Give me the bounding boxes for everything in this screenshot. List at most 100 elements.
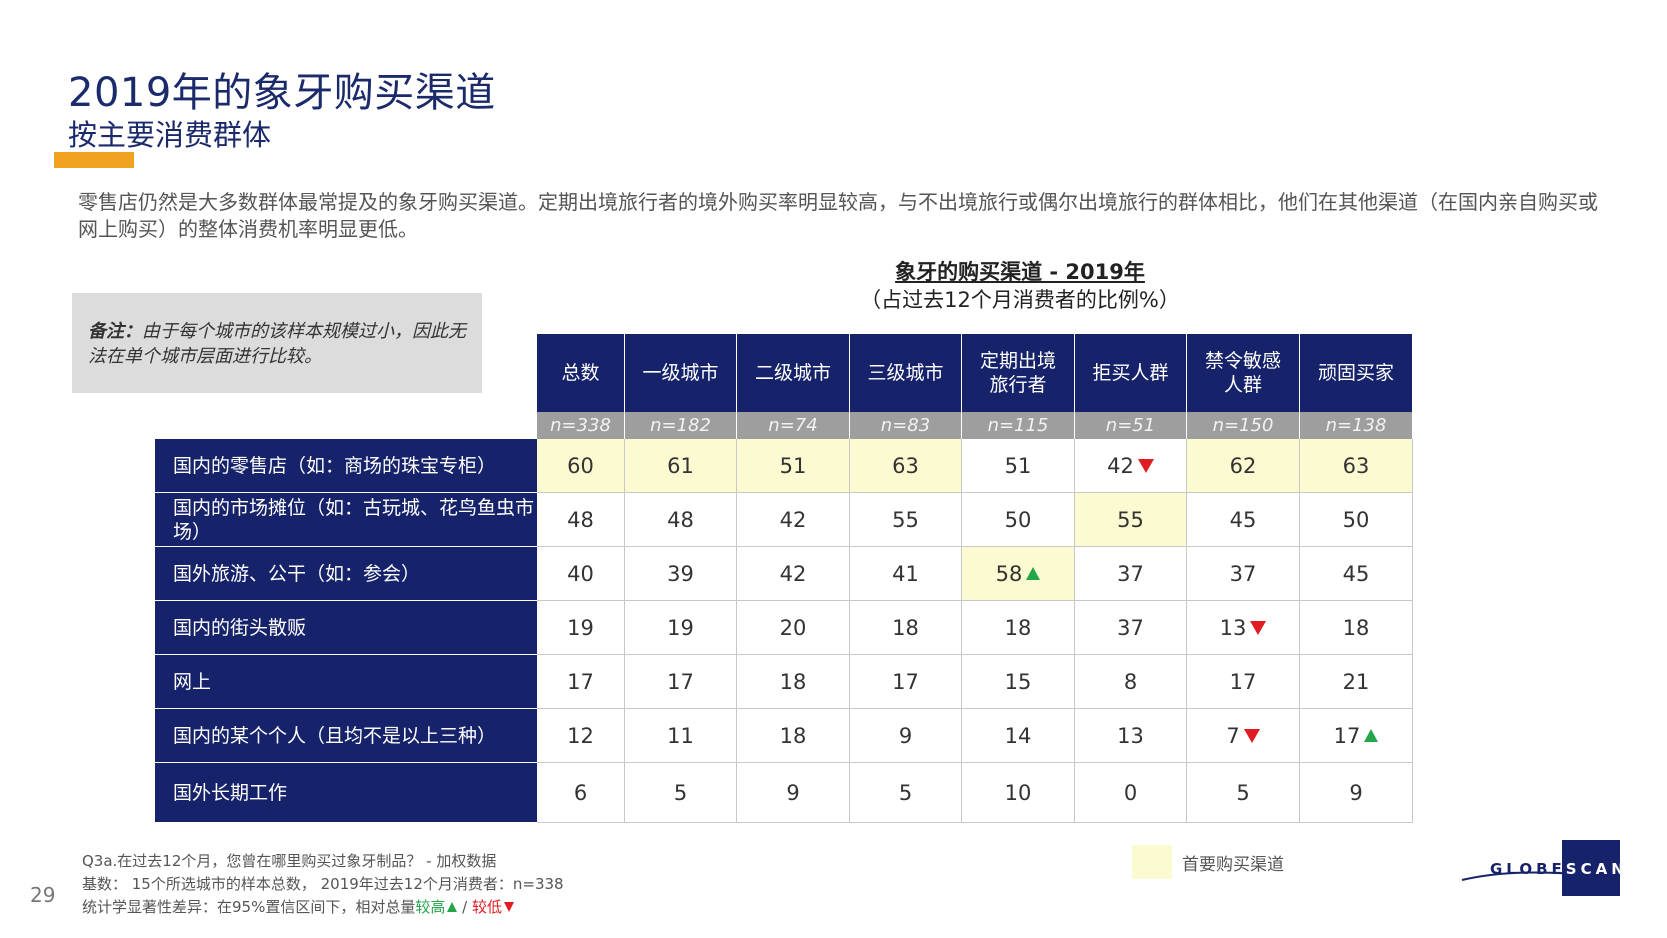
column-header-label: 总数 xyxy=(561,361,599,385)
down-arrow-icon xyxy=(503,902,514,912)
page-number: 29 xyxy=(30,883,56,907)
table-cell: 20 xyxy=(737,601,850,655)
table-cell: 40 xyxy=(537,547,625,601)
row-label-text: 国外长期工作 xyxy=(173,781,288,804)
table-cell: 18 xyxy=(850,601,962,655)
table-cell: 19 xyxy=(625,601,737,655)
slide-title: 2019年的象牙购买渠道 xyxy=(68,70,496,116)
footnote-sig-prefix: 统计学显著性差异：在95%置信区间下，相对总量 xyxy=(82,898,416,916)
table-cell: 50 xyxy=(1300,493,1413,547)
table-cell: 41 xyxy=(850,547,962,601)
sample-size: n=51 xyxy=(1075,412,1187,439)
cell-value: 9 xyxy=(898,723,913,748)
table-cell: 63 xyxy=(1300,439,1413,493)
column-header-line: 顽固买家 xyxy=(1317,362,1394,384)
cell-value: 48 xyxy=(667,507,694,532)
up-arrow-icon xyxy=(1364,729,1379,742)
column-header-line: 三级城市 xyxy=(867,362,944,384)
table-cell: 18 xyxy=(737,655,850,709)
column-header-label: 顽固买家 xyxy=(1318,361,1394,385)
cell-value: 18 xyxy=(1342,615,1370,640)
cell-value: 45 xyxy=(1229,507,1257,532)
row-label-text: 国内的某个个人（且均不是以上三种） xyxy=(173,724,497,747)
cell-value: 17 xyxy=(892,669,919,694)
column-header-line: 总数 xyxy=(561,362,600,384)
cell-value: 60 xyxy=(567,453,594,478)
row-label: 国外长期工作 xyxy=(155,763,537,823)
column-header: 总数 xyxy=(537,334,625,412)
cell-value: 0 xyxy=(1123,780,1138,805)
cell-value: 18 xyxy=(1004,615,1032,640)
column-header-line: 拒买人群 xyxy=(1092,362,1169,384)
table-cell: 21 xyxy=(1300,655,1413,709)
cell-value: 63 xyxy=(892,453,919,478)
cell-value: 19 xyxy=(567,615,594,640)
cell-value: 9 xyxy=(786,780,800,805)
column-header-line: 禁令敏感 xyxy=(1204,350,1281,372)
table-cell: 58 xyxy=(962,547,1075,601)
up-arrow-icon xyxy=(447,902,458,912)
table-cell: 48 xyxy=(625,493,737,547)
cell-value: 15 xyxy=(1004,669,1032,694)
note-text: 备注：由于每个城市的该样本规模过小，因此无法在单个城市层面进行比较。 xyxy=(88,319,468,369)
table-cell: 18 xyxy=(1300,601,1413,655)
logo-swoosh-icon xyxy=(1461,871,1617,881)
cell-value: 51 xyxy=(779,453,807,478)
table-cell: 51 xyxy=(962,439,1075,493)
cell-value: 37 xyxy=(1117,561,1144,586)
logo-text-a: GLOBE xyxy=(1490,860,1566,878)
cell-value: 7 xyxy=(1226,723,1240,748)
cell-value: 51 xyxy=(1004,453,1032,478)
column-header-label: 拒买人群 xyxy=(1092,361,1168,385)
sample-size: n=138 xyxy=(1300,412,1413,439)
note-body: 由于每个城市的该样本规模过小，因此无法在单个城市层面进行比较。 xyxy=(88,321,466,367)
row-label-text: 国内的街头散贩 xyxy=(173,616,307,639)
cell-value: 63 xyxy=(1342,453,1370,478)
cell-value: 37 xyxy=(1229,561,1257,586)
table-cell: 42 xyxy=(737,547,850,601)
cell-value: 19 xyxy=(667,615,694,640)
cell-value: 12 xyxy=(567,723,594,748)
cell-value: 58 xyxy=(995,561,1023,586)
footnote-question: Q3a.在过去12个月，您曾在哪里购买过象牙制品？ - 加权数据 xyxy=(82,852,497,870)
sample-size: n=74 xyxy=(737,412,850,439)
column-header-label: 三级城市 xyxy=(867,361,943,385)
sample-size: n=150 xyxy=(1187,412,1300,439)
table-cell: 61 xyxy=(625,439,737,493)
table-cell: 45 xyxy=(1300,547,1413,601)
column-header: 二级城市 xyxy=(737,334,850,412)
column-header-line: 一级城市 xyxy=(642,362,719,384)
row-label-text: 国内的市场摊位（如：古玩城、花鸟鱼虫市场） xyxy=(173,496,535,543)
footnote-lower: 较低 xyxy=(471,898,502,916)
row-label: 网上 xyxy=(155,655,537,709)
table-cell: 14 xyxy=(962,709,1075,763)
cell-value: 5 xyxy=(1236,780,1250,805)
column-header: 禁令敏感 人群 xyxy=(1187,334,1300,412)
cell-value: 14 xyxy=(1004,723,1032,748)
cell-value: 17 xyxy=(1229,669,1257,694)
table-cell: 11 xyxy=(625,709,737,763)
logo-text-b: SCAN xyxy=(1565,860,1628,878)
column-header-label: 二级城市 xyxy=(755,361,831,385)
table-cell: 37 xyxy=(1075,601,1187,655)
table-cell: 12 xyxy=(537,709,625,763)
cell-value: 6 xyxy=(573,780,588,805)
row-label: 国内的零售店（如：商场的珠宝专柜） xyxy=(155,439,537,493)
table-cell: 9 xyxy=(1300,763,1413,823)
cell-value: 8 xyxy=(1123,669,1138,694)
table-cell: 17 xyxy=(537,655,625,709)
column-header-line: 人群 xyxy=(1223,374,1262,396)
table-cell: 42 xyxy=(1075,439,1187,493)
cell-value: 18 xyxy=(892,615,919,640)
table-cell: 15 xyxy=(962,655,1075,709)
row-label: 国外旅游、公干（如：参会） xyxy=(155,547,537,601)
table-cell: 19 xyxy=(537,601,625,655)
table-cell: 50 xyxy=(962,493,1075,547)
table-cell: 42 xyxy=(737,493,850,547)
column-header-label: 定期出境 旅行者 xyxy=(980,349,1056,397)
cell-value: 42 xyxy=(779,561,807,586)
row-label-text: 网上 xyxy=(173,670,212,693)
table-cell: 51 xyxy=(737,439,850,493)
cell-value: 17 xyxy=(667,669,694,694)
table-cell: 18 xyxy=(962,601,1075,655)
